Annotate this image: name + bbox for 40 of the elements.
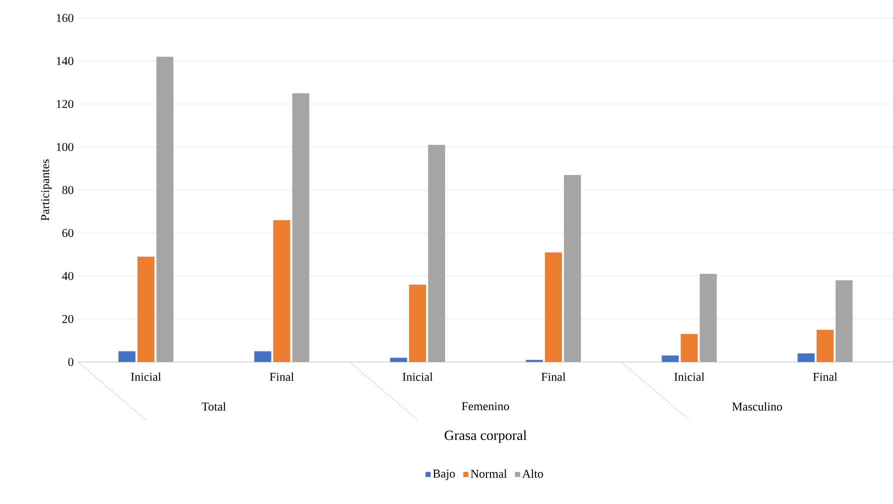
x-tick-label: Final [270,372,294,381]
x-axis-title: Grasa corporal [444,430,527,443]
bar [700,274,717,362]
bar [798,353,815,362]
x-tick-label: Final [813,372,838,381]
bar [390,358,408,362]
bar [564,174,581,362]
y-axis-title: Participantes [41,159,52,221]
bar [662,356,679,362]
bar [544,252,562,362]
bar [292,93,310,362]
x-tick-label: Final [541,372,566,381]
y-tick-label: 140 [56,56,74,66]
legend-label: Normal [470,469,507,478]
bar [254,351,272,362]
y-tick-label: 120 [56,100,74,108]
y-tick-label: 20 [62,314,74,324]
legend-label: Bajo [433,470,455,480]
x-tick-label: Inicial [674,372,704,381]
text: Masculino [732,402,782,411]
y-tick-label: 60 [62,228,74,238]
bar [137,256,154,362]
bar [156,56,174,362]
bar [118,351,136,362]
legend-label: Alto [522,469,543,478]
text: Total [202,402,226,411]
text: Femenino [462,402,510,410]
bar [409,284,426,362]
y-tick-label: 40 [62,272,74,280]
bar [680,334,698,362]
y-tick-label: 0 [68,358,74,366]
bar [428,144,446,362]
bar [816,330,834,362]
bar [273,220,290,362]
bar [836,280,853,362]
y-tick-label: 160 [56,14,74,22]
x-tick-label: Inicial [131,372,162,381]
y-tick-label: 80 [62,186,74,194]
x-tick-label: Inicial [402,372,433,381]
y-tick-label: 100 [56,142,74,152]
